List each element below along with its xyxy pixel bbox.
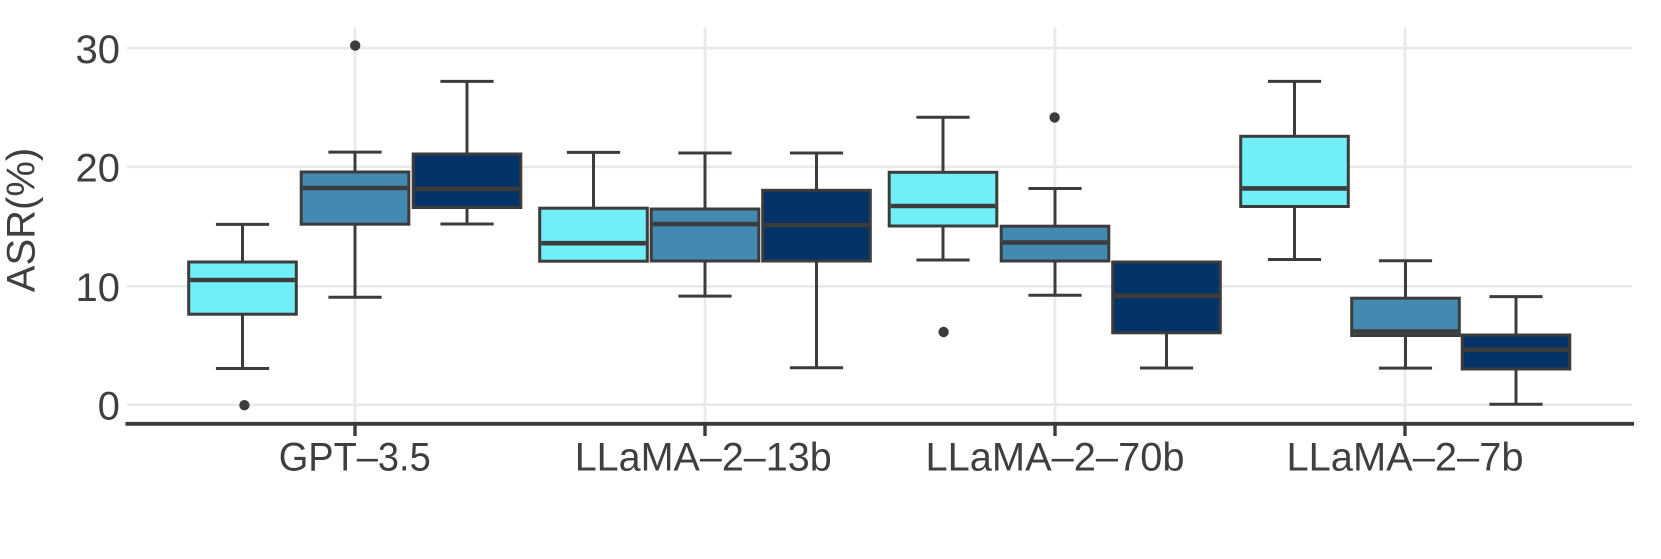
svg-text:GPT–3.5: GPT–3.5 <box>279 435 431 479</box>
svg-text:ASR(%): ASR(%) <box>0 148 44 292</box>
svg-text:10: 10 <box>76 266 121 310</box>
svg-text:LLaMA–2–7b: LLaMA–2–7b <box>1287 435 1524 479</box>
svg-text:LLaMA–2–70b: LLaMA–2–70b <box>926 435 1185 479</box>
svg-text:0: 0 <box>98 384 120 428</box>
svg-text:20: 20 <box>76 146 121 190</box>
svg-text:30: 30 <box>76 28 121 72</box>
svg-text:LLaMA–2–13b: LLaMA–2–13b <box>575 435 832 479</box>
